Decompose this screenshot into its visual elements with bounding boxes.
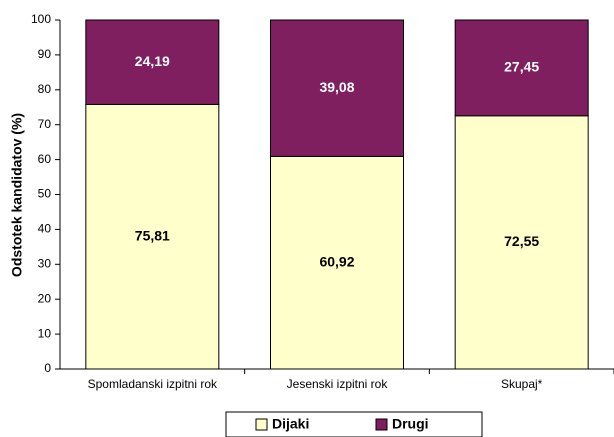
legend-label: Drugi	[392, 416, 429, 432]
data-label: 39,08	[319, 79, 354, 95]
y-tick-label: 100	[31, 12, 51, 26]
x-tick-label: Spomladanski izpitni rok	[88, 377, 218, 391]
y-tick-label: 70	[38, 117, 52, 131]
bar-segment	[85, 19, 220, 105]
legend-swatch	[375, 418, 388, 431]
y-tick-label: 50	[38, 187, 52, 201]
bar-segment	[85, 103, 220, 370]
y-tick-label: 60	[38, 152, 52, 166]
data-label: 27,45	[504, 59, 539, 75]
legend-label: Dijaki	[272, 416, 309, 432]
bar-segment	[454, 19, 589, 117]
y-tick-label: 10	[38, 326, 52, 340]
data-label: 24,19	[135, 53, 170, 69]
y-axis-label: Odstotek kandidatov (%)	[9, 113, 25, 277]
data-label: 72,55	[504, 233, 539, 249]
bar-segment	[454, 115, 589, 370]
bar-segment	[270, 19, 404, 157]
bar-segment	[270, 155, 404, 370]
data-label: 75,81	[135, 227, 170, 243]
legend-box	[225, 411, 483, 437]
y-tick-label: 30	[38, 256, 52, 270]
y-tick-label: 80	[38, 82, 52, 96]
y-tick-label: 20	[38, 291, 52, 305]
y-tick-label: 90	[38, 47, 52, 61]
legend-swatch	[255, 418, 268, 431]
y-tick-label: 40	[38, 222, 52, 236]
x-tick-label: Skupaj*	[501, 377, 543, 391]
x-tick-label: Jesenski izpitni rok	[287, 377, 389, 391]
data-label: 60,92	[319, 253, 354, 269]
y-tick-label: 0	[44, 361, 51, 375]
